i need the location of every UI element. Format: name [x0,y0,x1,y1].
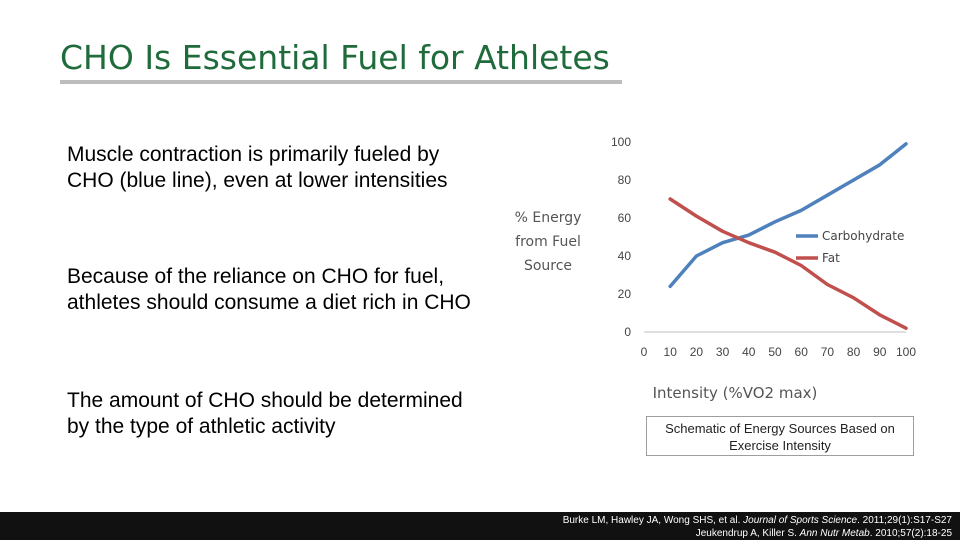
energy-source-chart: 0 20 40 60 80 100 0 10 20 30 40 50 60 70 80 90 100 Carboh… [611,135,916,402]
y-tick-label: 80 [618,173,632,187]
x-tick-label: 40 [742,345,756,359]
legend-label-carbohydrate: Carbohydrate [822,229,904,243]
title-underline [60,80,622,84]
citation-2-authors: Jeukendrup A, Killer S. [695,528,800,539]
series-line-fat [668,197,908,330]
x-tick-label: 0 [641,345,648,359]
citation-1-details: . 2011;29(1):S17-S27 [857,515,952,526]
chart-x-axis-label: Intensity (%VO2 max) [653,384,818,402]
citation-line-1: Burke LM, Hawley JA, Wong SHS, et al. Jo… [0,514,952,527]
citation-2-journal: Ann Nutr Metab [799,528,870,539]
y-tick-label: 100 [611,135,631,149]
citation-footer: Burke LM, Hawley JA, Wong SHS, et al. Jo… [0,512,960,540]
y-axis-label-line-3: Source [523,258,573,274]
x-tick-label: 50 [768,345,782,359]
x-tick-label: 80 [847,345,861,359]
citation-line-2: Jeukendrup A, Killer S. Ann Nutr Metab. … [0,527,952,540]
citation-1-journal: Journal of Sports Science [743,515,858,526]
x-tick-label: 30 [716,345,730,359]
x-tick-label: 10 [664,345,678,359]
y-axis-label-line-2: from Fuel [515,234,581,250]
y-tick-label: 40 [618,249,632,263]
y-tick-label: 60 [618,211,632,225]
y-axis-label-line-1: % Energy [514,210,582,226]
slide-title: CHO Is Essential Fuel for Athletes [60,38,610,77]
x-tick-label: 20 [690,345,704,359]
chart-caption: Schematic of Energy Sources Based on Exe… [646,416,914,456]
x-tick-label: 90 [873,345,887,359]
series-line-carbohydrate [668,142,908,289]
y-tick-label: 20 [618,287,632,301]
citation-2-details: . 2010;57(2):18-25 [869,528,952,539]
legend-label-fat: Fat [822,251,840,265]
x-tick-label: 70 [821,345,835,359]
chart-y-axis-label: % Energy from Fuel Source [505,206,591,278]
bullet-text-3: The amount of CHO should be determined b… [67,389,463,438]
x-tick-label: 100 [896,345,916,359]
x-tick-label: 60 [795,345,809,359]
citation-1-authors: Burke LM, Hawley JA, Wong SHS, et al. [562,515,744,526]
y-tick-label: 0 [624,325,631,339]
bullet-text-2: Because of the reliance on CHO for fuel,… [67,265,471,314]
bullet-text-1: Muscle contraction is primarily fueled b… [67,143,448,192]
